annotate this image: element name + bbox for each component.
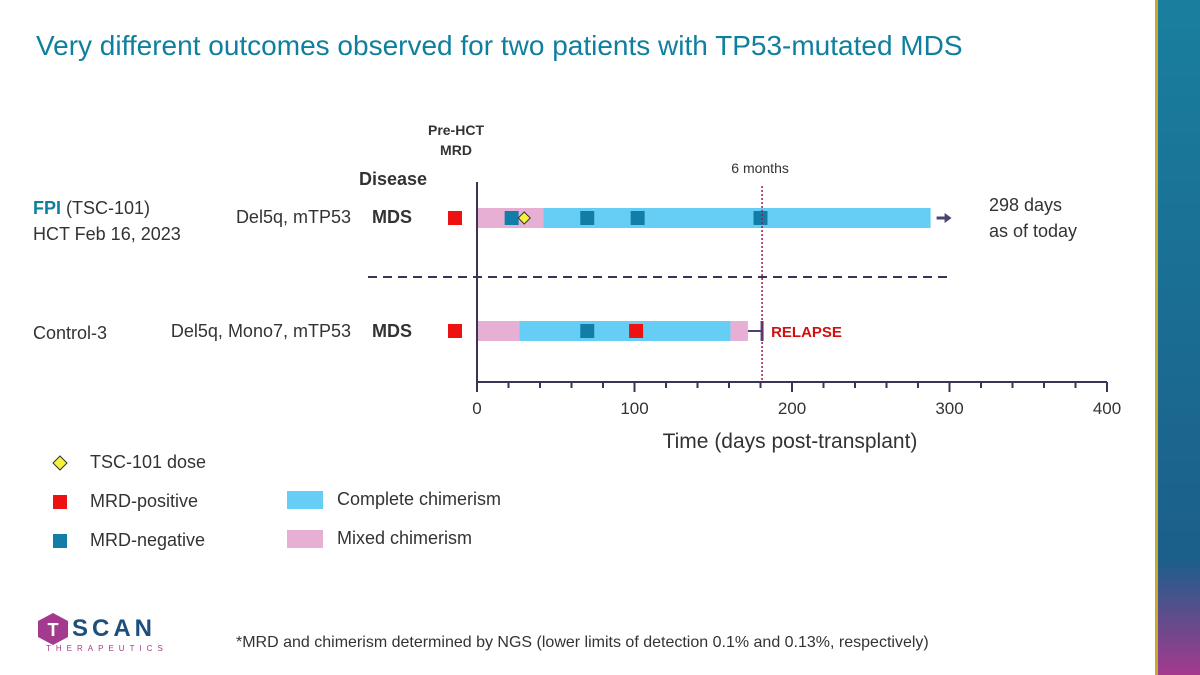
dose-diamond-icon [52, 454, 68, 471]
patient-fpi-disease: MDS [372, 207, 412, 227]
relapse-label: RELAPSE [771, 324, 842, 341]
legend-complete-chimerism: Complete chimerism [287, 489, 501, 510]
mrd-negative-swatch [53, 533, 67, 548]
patient-control3-disease: MDS [372, 321, 412, 341]
dose-diamond-marker [517, 211, 531, 225]
logo-hexagon-icon: T [38, 613, 68, 645]
complete-chimerism-segment [543, 208, 931, 228]
legend-dose: TSC-101 dose [52, 452, 206, 473]
mrd-markers: RELAPSE [448, 211, 952, 341]
x-tick-label: 400 [1093, 399, 1121, 418]
patient-fpi-label: FPI (TSC-101) HCT Feb 16, 2023 [33, 198, 181, 244]
mrd-negative-marker [580, 324, 595, 338]
decorative-side-bar [1155, 0, 1200, 675]
x-tick-label: 200 [778, 399, 806, 418]
mrd-negative-marker [504, 211, 519, 225]
mrd-negative-marker [580, 211, 595, 225]
patient-control3-mutations: Del5q, Mono7, mTP53 [170, 321, 351, 341]
footnote: *MRD and chimerism determined by NGS (lo… [236, 634, 929, 651]
x-tick-label: 0 [472, 399, 481, 418]
complete-chimerism-segment [519, 321, 731, 341]
x-tick-label: 100 [620, 399, 648, 418]
legend-mixed-chimerism: Mixed chimerism [287, 528, 472, 549]
mrd-positive-swatch [53, 494, 67, 509]
legend-mrd-negative: MRD-negative [53, 530, 205, 551]
patient-fpi-mutations: Del5q, mTP53 [235, 207, 351, 227]
x-axis: 0 100 200 300 400 [472, 182, 1121, 418]
days-as-of-today-note: 298 days as of today [989, 195, 1078, 241]
complete-chimerism-swatch [287, 490, 323, 509]
pre-hct-mrd-marker [448, 324, 462, 338]
legend-mrd-positive: MRD-positive [53, 491, 198, 512]
pre-hct-mrd-header: Pre-HCT MRD [427, 122, 484, 158]
mixed-chimerism-segment [477, 321, 520, 341]
six-months-label: 6 months [731, 160, 789, 176]
x-tick-label: 300 [935, 399, 963, 418]
svg-text:T: T [48, 620, 59, 640]
x-axis-title: Time (days post-transplant) [663, 430, 918, 453]
mixed-chimerism-swatch [287, 529, 323, 548]
slide-title: Very different outcomes observed for two… [36, 30, 963, 61]
mixed-chimerism-segment [730, 321, 748, 341]
ongoing-arrow-icon [944, 213, 952, 223]
patient-control3-label: Control-3 [33, 323, 108, 343]
mrd-negative-marker [630, 211, 645, 225]
chimerism-bars [477, 208, 931, 341]
six-months-reference: 6 months [731, 160, 789, 382]
tscan-logo: T SCAN THERAPEUTICS [36, 612, 168, 653]
disease-header: Disease [359, 169, 428, 189]
mrd-negative-marker [753, 211, 768, 225]
pre-hct-mrd-marker [448, 211, 462, 225]
mrd-positive-marker [629, 324, 644, 338]
